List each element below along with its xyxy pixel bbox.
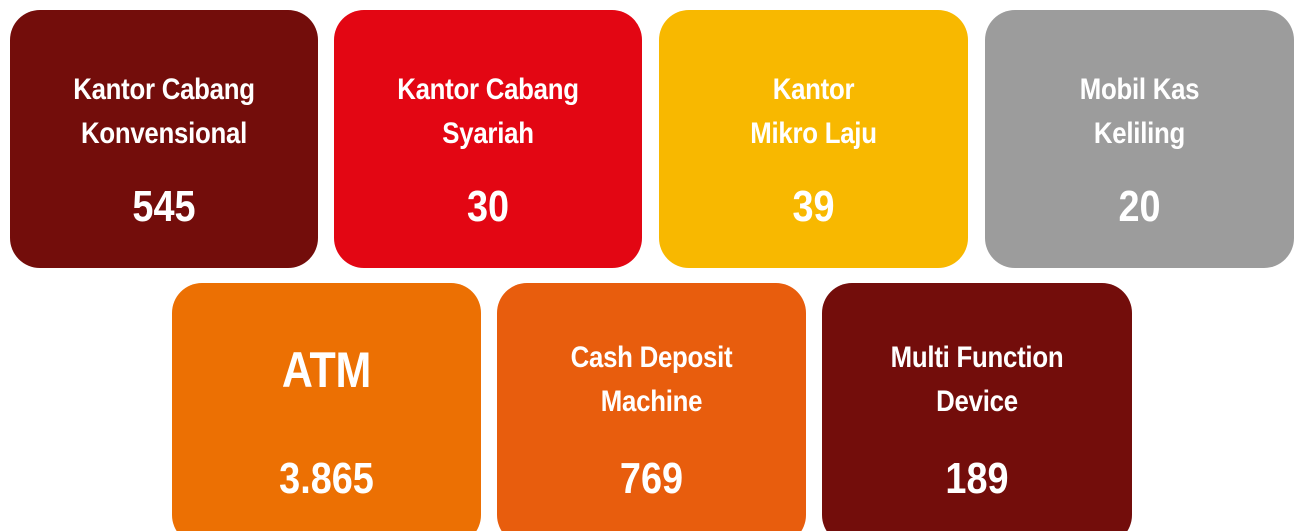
card-label: Mobil Kas xyxy=(1079,73,1200,106)
card-label: Kantor Cabang xyxy=(397,73,579,106)
card-value: 545 xyxy=(132,182,196,231)
card-label: Cash Deposit xyxy=(570,341,733,374)
card-label: Machine xyxy=(600,385,703,418)
card-label: Multi Function xyxy=(890,341,1064,374)
card-value: 39 xyxy=(792,182,835,231)
card-label: Keliling xyxy=(1093,117,1186,150)
card-label: Mikro Laju xyxy=(750,117,877,150)
card-label: ATM xyxy=(281,342,372,398)
card-label: Kantor Cabang xyxy=(73,73,255,106)
stat-card: Kantor Cabang Konvensional 545 xyxy=(10,10,318,268)
card-value: 20 xyxy=(1118,182,1161,231)
stat-card: Kantor Mikro Laju 39 xyxy=(659,10,968,268)
card-value: 3.865 xyxy=(279,454,374,503)
card-value: 769 xyxy=(619,454,684,503)
stat-card: Multi Function Device 189 xyxy=(822,283,1132,531)
card-label: Syariah xyxy=(442,117,534,150)
stat-card: Kantor Cabang Syariah 30 xyxy=(334,10,642,268)
card-label: Konvensional xyxy=(80,117,248,150)
card-value: 30 xyxy=(466,182,510,231)
card-label: Device xyxy=(936,385,1018,418)
stat-card: ATM 3.865 xyxy=(172,283,481,531)
stat-card: Cash Deposit Machine 769 xyxy=(497,283,806,531)
card-label: Kantor xyxy=(772,73,855,106)
stat-card: Mobil Kas Keliling 20 xyxy=(985,10,1294,268)
card-value: 189 xyxy=(945,454,1009,503)
